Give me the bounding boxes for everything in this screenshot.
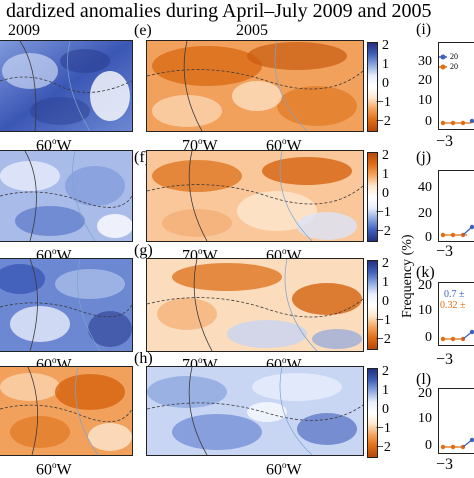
freq-ytick: 20 — [418, 73, 432, 88]
map-panel-h — [146, 366, 364, 456]
freq-ytick: 10 — [418, 303, 432, 318]
colorbar-tick: 2 — [382, 256, 389, 271]
x-tick-60w: 60oW — [36, 460, 72, 478]
colorbar-row3 — [367, 260, 378, 350]
freq-xtick: −3 — [436, 351, 454, 368]
colorbar-tick: 1 — [382, 383, 389, 398]
figure-title: dardized anomalies during April–July 200… — [6, 0, 432, 22]
panel-label-k: (k) — [416, 264, 435, 281]
colorbar-tick: 0 — [382, 186, 389, 201]
map-panel-g — [146, 258, 364, 352]
map-panel-2009-row4 — [0, 366, 133, 456]
colorbar-row4 — [367, 368, 378, 458]
panel-label-i: (i) — [416, 21, 432, 38]
freq-legend-i-blue: 20 — [450, 52, 458, 61]
map-panel-e — [146, 40, 364, 132]
freq-annotation-orange: 0.32 ± — [440, 300, 466, 311]
colorbar-tick: 2 — [382, 38, 389, 53]
panel-label-g: (g) — [134, 242, 153, 259]
freq-xtick: −3 — [436, 243, 454, 260]
map-panel-2009-row2 — [0, 150, 133, 242]
freq-annotation-blue: 0.7 ± — [444, 289, 465, 300]
freq-ytick: 20 — [418, 386, 432, 401]
freq-panel-k — [438, 282, 474, 346]
freq-ytick: 0 — [425, 330, 432, 345]
colorbar-tick: 1 — [382, 57, 389, 72]
freq-ytick: 0 — [425, 114, 432, 129]
column-header-2009: 2009 — [8, 22, 40, 39]
colorbar-tick: −2 — [376, 114, 391, 129]
colorbar-tick: −1 — [376, 95, 391, 110]
freq-ytick: 0 — [425, 230, 432, 245]
panel-label-f: (f) — [134, 149, 150, 166]
x-tick-60w: 60oW — [266, 460, 302, 478]
freq-panel-i — [438, 42, 474, 130]
colorbar-tick: 0 — [382, 76, 389, 91]
panel-label-l: (l) — [416, 371, 432, 388]
freq-ytick: 10 — [418, 411, 432, 426]
panel-label-e: (e) — [134, 22, 152, 39]
freq-xtick: −3 — [436, 133, 454, 150]
colorbar-tick: −1 — [376, 313, 391, 328]
colorbar-tick: −2 — [376, 332, 391, 347]
freq-xtick: −3 — [436, 456, 454, 473]
map-panel-2009-row3 — [0, 258, 133, 352]
colorbar-tick: 1 — [382, 275, 389, 290]
colorbar-row2 — [367, 152, 378, 242]
colorbar-tick: −2 — [376, 440, 391, 455]
panel-label-h: (h) — [134, 350, 153, 367]
map-panel-2009-row1 — [0, 40, 133, 132]
freq-y-axis-label: Frequency (%) — [400, 234, 415, 318]
x-tick-70w: 70oW — [182, 136, 218, 155]
colorbar-tick: 0 — [382, 402, 389, 417]
colorbar-tick: 2 — [382, 148, 389, 163]
freq-ytick: 20 — [418, 206, 432, 221]
x-tick-60w: 60oW — [36, 136, 72, 155]
x-tick-60w: 60oW — [266, 136, 302, 155]
column-header-2005: 2005 — [236, 22, 268, 39]
panel-label-j: (j) — [416, 149, 432, 166]
colorbar-tick: 2 — [382, 364, 389, 379]
colorbar-tick: 0 — [382, 294, 389, 309]
freq-ytick: 0 — [425, 438, 432, 453]
colorbar-tick: −1 — [376, 421, 391, 436]
map-panel-f — [146, 150, 364, 242]
freq-ytick: 30 — [418, 54, 432, 69]
freq-ytick: 10 — [418, 93, 432, 108]
colorbar-tick: −2 — [376, 224, 391, 239]
colorbar-row1 — [367, 42, 378, 132]
freq-ytick: 40 — [418, 180, 432, 195]
freq-legend-i-orange: 20 — [450, 62, 458, 71]
freq-panel-j — [438, 170, 474, 242]
freq-panel-l — [438, 388, 474, 454]
colorbar-tick: −1 — [376, 205, 391, 220]
colorbar-tick: 1 — [382, 167, 389, 182]
freq-ytick: 20 — [418, 278, 432, 293]
